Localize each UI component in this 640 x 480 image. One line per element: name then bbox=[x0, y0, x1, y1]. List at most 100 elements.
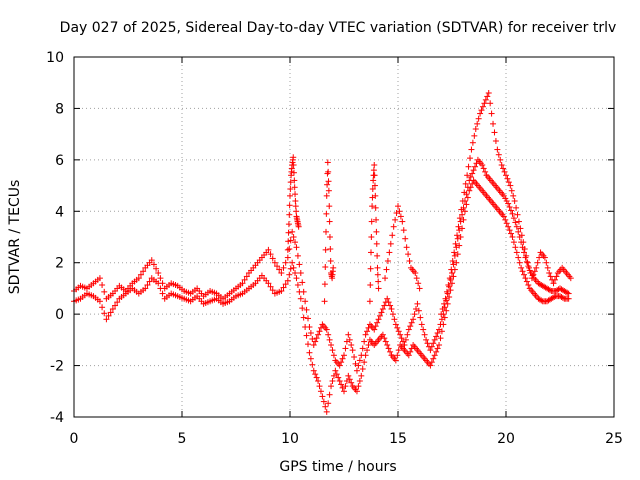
data-point-track-2 bbox=[437, 335, 444, 342]
data-point-track-3 bbox=[526, 264, 533, 271]
data-point-spike-10 bbox=[290, 154, 297, 161]
data-point-spike-10 bbox=[292, 203, 299, 210]
data-point-spike-10 bbox=[285, 238, 292, 245]
data-point-track-1 bbox=[286, 246, 293, 252]
data-point-track-1 bbox=[431, 336, 438, 343]
data-point-track-2 bbox=[394, 352, 401, 359]
data-point-track-2 bbox=[454, 251, 461, 258]
data-point-spike-12 bbox=[327, 258, 334, 264]
data-point-track-3 bbox=[454, 232, 461, 239]
data-point-track-1 bbox=[307, 330, 314, 336]
data-point-track-2 bbox=[316, 383, 323, 390]
data-point-track-1 bbox=[346, 336, 353, 343]
x-tick-label: 5 bbox=[178, 431, 187, 447]
data-point-spike-13.9 bbox=[367, 282, 374, 288]
data-point-track-2 bbox=[433, 348, 440, 355]
data-point-track-1 bbox=[338, 359, 345, 366]
data-point-track-2 bbox=[379, 331, 386, 338]
data-point-track-1 bbox=[140, 268, 147, 275]
data-point-track-3 bbox=[510, 192, 517, 199]
data-point-track-2 bbox=[346, 376, 353, 383]
data-point-track-1 bbox=[408, 319, 415, 326]
data-point-track-1 bbox=[381, 302, 388, 309]
data-point-track-2 bbox=[355, 383, 362, 390]
data-point-track-1 bbox=[387, 302, 394, 309]
data-point-track-1 bbox=[150, 261, 157, 268]
data-point-track-2 bbox=[515, 254, 522, 261]
data-point-track-1 bbox=[430, 340, 437, 347]
data-point-track-2 bbox=[551, 294, 558, 300]
data-point-track-1 bbox=[313, 335, 320, 342]
data-point-track-2 bbox=[384, 342, 391, 348]
data-point-spike-10 bbox=[287, 179, 294, 186]
data-point-track-2 bbox=[307, 355, 314, 362]
data-point-track-2 bbox=[443, 307, 450, 314]
data-point-track-2 bbox=[142, 285, 149, 292]
data-point-track-3 bbox=[497, 156, 504, 163]
data-point-track-2 bbox=[523, 278, 530, 285]
data-point-track-3 bbox=[467, 155, 473, 162]
data-point-spike-13.9 bbox=[370, 177, 377, 184]
data-point-spike-12 bbox=[326, 218, 333, 225]
data-point-bump-15 bbox=[405, 251, 412, 258]
data-point-track-1 bbox=[329, 347, 336, 354]
data-point-track-1 bbox=[500, 192, 507, 199]
data-point-track-1 bbox=[99, 282, 106, 288]
y-tick-label: 6 bbox=[55, 153, 64, 169]
data-point-track-2 bbox=[447, 287, 454, 294]
data-point-track-3 bbox=[505, 179, 512, 186]
data-point-bump-15 bbox=[387, 240, 394, 247]
data-point-track-2 bbox=[300, 314, 307, 321]
data-point-track-3 bbox=[481, 100, 488, 107]
data-point-track-2 bbox=[146, 278, 153, 285]
data-point-track-1 bbox=[359, 345, 366, 352]
data-point-track-1 bbox=[512, 219, 519, 226]
data-point-track-3 bbox=[491, 129, 498, 136]
data-point-track-2 bbox=[157, 285, 164, 292]
data-point-track-1 bbox=[96, 275, 103, 282]
data-point-bump-15 bbox=[396, 208, 403, 215]
data-point-track-2 bbox=[144, 282, 151, 288]
data-point-track-2 bbox=[105, 312, 112, 319]
y-tick-label: -4 bbox=[50, 410, 64, 426]
data-point-track-2 bbox=[392, 357, 399, 364]
data-point-track-2 bbox=[385, 345, 392, 352]
data-point-track-1 bbox=[505, 200, 512, 207]
data-point-spike-10 bbox=[285, 229, 292, 236]
data-point-track-2 bbox=[463, 201, 470, 208]
data-point-spike-12 bbox=[321, 298, 328, 305]
y-tick-label: 8 bbox=[55, 101, 64, 117]
data-point-bump-15 bbox=[389, 232, 396, 239]
data-point-track-3 bbox=[442, 295, 449, 302]
y-tick-label: 0 bbox=[55, 307, 64, 323]
data-point-bump-15 bbox=[415, 280, 422, 287]
data-point-track-2 bbox=[450, 273, 457, 280]
data-point-track-1 bbox=[323, 326, 330, 333]
data-point-track-2 bbox=[103, 316, 110, 323]
data-point-track-3 bbox=[507, 182, 514, 189]
data-point-track-2 bbox=[155, 280, 162, 287]
data-point-track-1 bbox=[420, 326, 427, 333]
data-point-track-3 bbox=[546, 270, 553, 276]
data-point-track-2 bbox=[438, 328, 445, 335]
data-point-track-3 bbox=[468, 146, 475, 153]
data-point-track-3 bbox=[484, 93, 491, 100]
data-marks bbox=[71, 90, 574, 415]
data-point-track-3 bbox=[528, 275, 535, 282]
data-point-track-1 bbox=[428, 343, 435, 350]
data-point-track-3 bbox=[462, 180, 469, 187]
data-point-track-1 bbox=[459, 211, 466, 218]
data-point-track-2 bbox=[500, 213, 507, 220]
data-point-track-3 bbox=[514, 211, 521, 218]
data-point-spike-13.9 bbox=[374, 271, 381, 278]
data-point-track-2 bbox=[286, 271, 293, 278]
data-point-track-1 bbox=[526, 267, 533, 274]
data-point-track-3 bbox=[465, 163, 472, 170]
data-point-spike-13.9 bbox=[369, 186, 376, 192]
data-point-spike-13.9 bbox=[374, 252, 381, 259]
data-point-track-2 bbox=[521, 271, 527, 278]
data-point-track-3 bbox=[547, 273, 554, 280]
data-point-track-2 bbox=[365, 342, 372, 348]
data-point-track-2 bbox=[306, 349, 313, 356]
